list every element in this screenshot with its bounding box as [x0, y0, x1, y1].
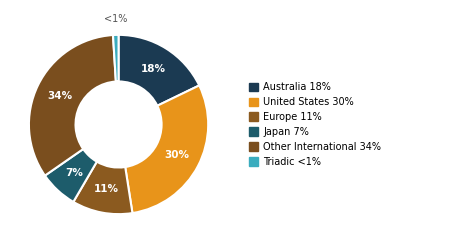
Wedge shape	[118, 35, 199, 106]
Text: 34%: 34%	[47, 91, 72, 101]
Text: 18%: 18%	[141, 64, 166, 74]
Text: 11%: 11%	[94, 184, 119, 194]
Wedge shape	[113, 35, 118, 82]
Wedge shape	[29, 35, 116, 176]
Text: 30%: 30%	[164, 150, 189, 160]
Wedge shape	[73, 162, 132, 214]
Wedge shape	[45, 149, 96, 202]
Wedge shape	[125, 85, 208, 213]
Text: 7%: 7%	[65, 168, 83, 178]
Text: <1%: <1%	[103, 14, 126, 24]
Legend: Australia 18%, United States 30%, Europe 11%, Japan 7%, Other International 34%,: Australia 18%, United States 30%, Europe…	[246, 80, 382, 169]
